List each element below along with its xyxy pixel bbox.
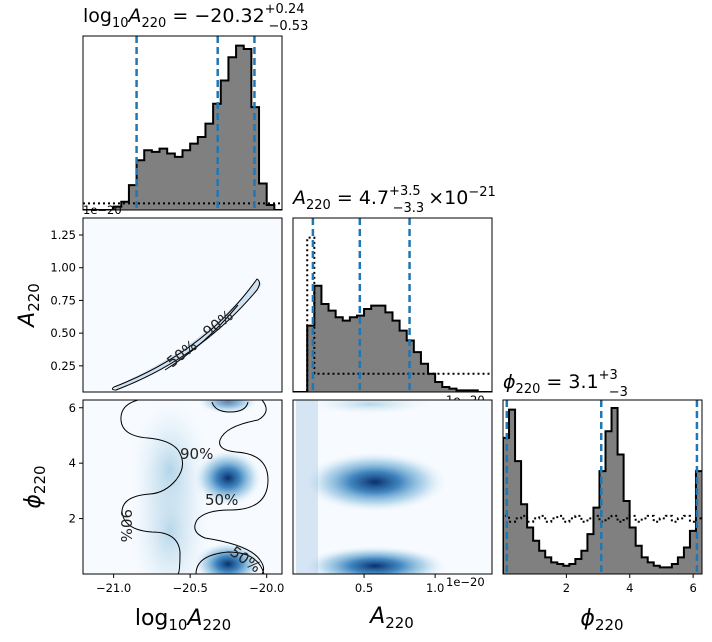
y-A220-tick-label-3: 1.00 [50, 261, 76, 275]
panel-hist-phi220: 2 4 6 ϕ220 [502, 399, 703, 634]
y-A220-tick-label-1: 0.50 [50, 326, 76, 340]
frame-21 [82, 217, 283, 393]
panel-hist-A220: 1e−20 [292, 217, 493, 407]
density-mode-31-mid [194, 450, 262, 506]
hist-fill-A220 [293, 285, 492, 392]
x-axis-label-A220: A220 [368, 604, 414, 632]
panel-phi220-vs-A220: 0.5 1.0 1e−20 A220 [292, 399, 493, 632]
y-A220-tick-label-4: 1.25 [50, 228, 76, 242]
x-ticks-phi220: 2 4 6 [563, 574, 697, 595]
hist-step-log10A220 [83, 44, 282, 210]
hist-step-A220 [293, 284, 492, 392]
title-A220: A220 = 4.7+3.5 −3.3 ×10−21 [291, 184, 496, 216]
x-A220-tick-label-0: 0.5 [355, 581, 373, 595]
y-axis-label-A220: A220 [15, 283, 43, 329]
contour-50-21 [164, 304, 239, 371]
title-log10A220: log10A220 = −20.32+0.24 −0.53 [83, 2, 308, 34]
panel-phi220-vs-log10A220: 90% 50% 90% 50% 246 −21.0 −20.5 −20.0 ϕ220… [21, 399, 284, 634]
x-log10A220-tick-label-0: −21.0 [96, 581, 131, 595]
frame-31 [82, 399, 283, 575]
frame-A220 [292, 217, 493, 393]
contour-label-31-c: 90% [117, 509, 135, 542]
x-phi220-tick-label-0: 2 [563, 581, 570, 595]
x-axis-label-log10A220: log10A220 [135, 606, 231, 634]
panel-hist-log10A220: 1e−20 [82, 35, 283, 217]
frame-phi220 [502, 399, 703, 575]
y-A220-tick-label-0: 0.25 [50, 359, 76, 373]
frame-32 [292, 399, 493, 575]
x-ticks-log10A220: −21.0 −20.5 −20.0 [96, 574, 284, 595]
density-mode-32-low [303, 546, 447, 574]
density-mode-32-mid [303, 452, 447, 512]
x-axis-label-phi220: ϕ220 [580, 606, 623, 634]
y-phi220-tick-label-2: 6 [69, 401, 76, 415]
panel-A220-vs-log10A220: 50% 90% 0.250.500.751.001.25 A220 [15, 217, 283, 393]
y-axis-label-phi220: ϕ220 [21, 465, 49, 508]
frame-log10A220 [82, 35, 283, 211]
hist-fill-phi220 [503, 408, 702, 574]
y-phi220-tick-label-0: 2 [69, 512, 76, 526]
x-A220-tick-label-1: 1.0 [426, 581, 444, 595]
prior-step-phi220 [503, 514, 702, 574]
y-A220-tick-label-2: 0.75 [50, 293, 76, 307]
y-ticks-A220: 0.25 0.50 0.75 1.00 1.25 [50, 228, 83, 373]
y-ticks-phi220: 2 4 6 [69, 401, 83, 526]
contour-label-31-a: 90% [180, 445, 213, 463]
offset-text-top: 1e−20 [83, 203, 122, 217]
quantile-lines-log10A220 [135, 36, 256, 210]
prior-step-A220 [293, 236, 492, 392]
title-phi220: ϕ220 = 3.1+3 −3 [503, 368, 628, 400]
contour-50-31-top [211, 401, 249, 413]
x-phi220-tick-label-2: 6 [689, 581, 696, 595]
panel-bg-21 [83, 218, 282, 392]
offset-text-bottom: 1e−20 [446, 575, 485, 589]
quantile-lines-phi220 [505, 400, 699, 574]
x-phi220-tick-label-1: 4 [626, 581, 633, 595]
y-phi220-tick-label-1: 4 [69, 456, 76, 470]
x-ticks-A220: 0.5 1.0 [355, 574, 444, 595]
contour-90-21 [111, 278, 260, 391]
hist-fill-log10A220 [83, 45, 282, 210]
hist-step-phi220 [503, 407, 702, 574]
x-log10A220-tick-label-1: −20.5 [173, 581, 208, 595]
density-mode-31-low [194, 542, 262, 574]
x-log10A220-tick-label-2: −20.0 [249, 581, 284, 595]
density-mode-32-top [310, 400, 430, 414]
density-mode-31-top [198, 400, 258, 414]
density-soft-31b [130, 400, 210, 540]
contour-90-31-right [194, 400, 269, 574]
contour-label-31-b: 50% [205, 491, 238, 509]
quantile-lines-A220 [311, 218, 411, 392]
contour-90-31-left [120, 400, 183, 574]
contour-50-31-low [195, 551, 265, 574]
